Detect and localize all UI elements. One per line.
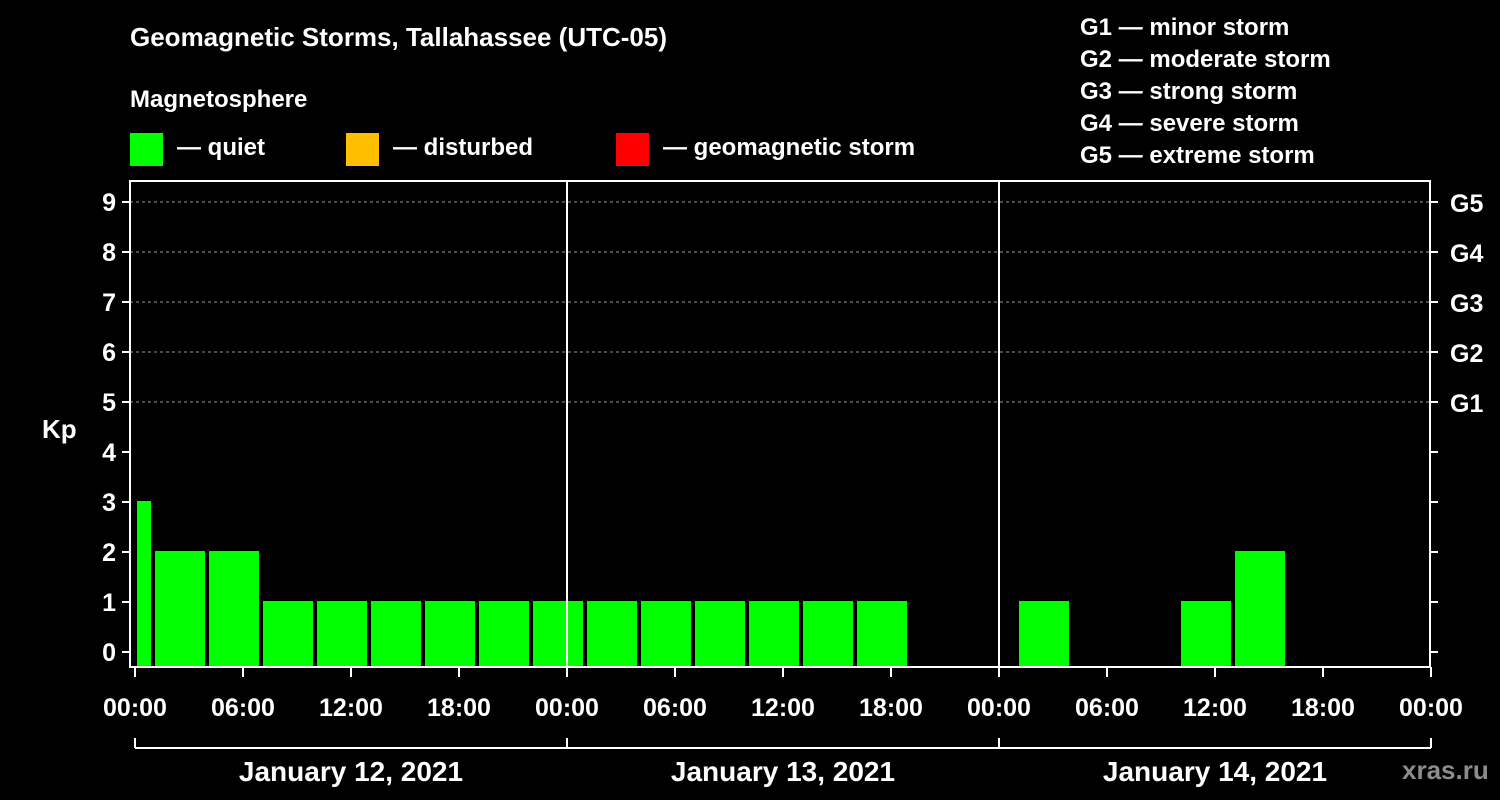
- g-level-5: G5 — extreme storm: [1080, 142, 1315, 169]
- x-tick-label-0: 00:00: [103, 694, 167, 722]
- bar-3: [263, 601, 313, 667]
- y-axis: 0 1 2 3 4 5 6 7 8 9: [102, 189, 130, 667]
- g-tick-label-G2: G2: [1450, 340, 1483, 368]
- bar-14: [857, 601, 907, 667]
- g-level-2: G2 — moderate storm: [1080, 46, 1331, 73]
- legend-swatch-quiet: [130, 133, 163, 166]
- x-axis: 00:00 06:00 12:00 18:00 00:00 06:00 12:00 18:00…: [103, 667, 1463, 722]
- bar-6: [425, 601, 475, 667]
- g-level-4: G4 — severe storm: [1080, 110, 1299, 137]
- day-label-1: January 13, 2021: [671, 756, 895, 787]
- legend-label-quiet: — quiet: [177, 134, 265, 161]
- bar-4: [317, 601, 367, 667]
- x-tick-label-6: 12:00: [751, 694, 815, 722]
- chart-title: Geomagnetic Storms, Tallahassee (UTC-05): [130, 22, 668, 52]
- g-tick-label-G3: G3: [1450, 290, 1483, 318]
- x-tick-label-2: 12:00: [319, 694, 383, 722]
- y-tick-label-5: 5: [102, 389, 116, 417]
- x-tick-label-8: 00:00: [967, 694, 1031, 722]
- legend-swatch-disturbed: [346, 133, 379, 166]
- x-tick-label-11: 18:00: [1291, 694, 1355, 722]
- legend-label-storm: — geomagnetic storm: [663, 134, 916, 161]
- watermark: xras.ru: [1402, 755, 1489, 785]
- x-tick-label-1: 06:00: [211, 694, 275, 722]
- bar-0: [137, 501, 151, 667]
- x-tick-label-12: 00:00: [1399, 694, 1463, 722]
- bar-1: [155, 551, 205, 667]
- y-tick-label-7: 7: [102, 289, 116, 317]
- g-level-1: G1 — minor storm: [1080, 14, 1290, 41]
- x-tick-label-4: 00:00: [535, 694, 599, 722]
- bar-5: [371, 601, 421, 667]
- grid-lines: [130, 201, 1430, 403]
- bar-9: [587, 601, 637, 667]
- bar-10: [641, 601, 691, 667]
- x-tick-label-5: 06:00: [643, 694, 707, 722]
- x-tick-label-7: 18:00: [859, 694, 923, 722]
- bar-8: [533, 601, 583, 667]
- x-tick-label-10: 12:00: [1183, 694, 1247, 722]
- plot-frame: [129, 180, 1431, 668]
- g-tick-label-G4: G4: [1450, 240, 1483, 268]
- y-axis-label: Kp: [42, 414, 77, 444]
- legend-swatch-storm: [616, 133, 649, 166]
- g-tick-label-G1: G1: [1450, 390, 1483, 418]
- plot-border: [129, 180, 1431, 668]
- day-axis: January 12, 2021 January 13, 2021 January …: [134, 738, 1432, 787]
- y-tick-label-6: 6: [102, 339, 116, 367]
- bar-17: [1019, 601, 1069, 667]
- bars: [137, 501, 1285, 667]
- g-tick-label-G5: G5: [1450, 190, 1483, 218]
- y-tick-label-1: 1: [102, 589, 116, 617]
- y-tick-label-4: 4: [102, 439, 116, 467]
- bar-21: [1235, 551, 1285, 667]
- legend-label-disturbed: — disturbed: [393, 134, 534, 161]
- bar-2: [209, 551, 259, 667]
- x-tick-label-9: 06:00: [1075, 694, 1139, 722]
- bar-12: [749, 601, 799, 667]
- y-tick-label-9: 9: [102, 189, 116, 217]
- g-level-3: G3 — strong storm: [1080, 78, 1298, 105]
- x-tick-label-3: 18:00: [427, 694, 491, 722]
- g-scale-axis: G1 G2 G3 G4 G5: [1430, 190, 1483, 653]
- legend-heading: Magnetosphere: [130, 86, 308, 113]
- bar-13: [803, 601, 853, 667]
- bar-11: [695, 601, 745, 667]
- day-label-2: January 14, 2021: [1103, 756, 1327, 787]
- y-tick-label-0: 0: [102, 639, 116, 667]
- y-tick-label-2: 2: [102, 539, 116, 567]
- bar-7: [479, 601, 529, 667]
- bar-20: [1181, 601, 1231, 667]
- y-tick-label-3: 3: [102, 489, 116, 517]
- y-tick-label-8: 8: [102, 239, 116, 267]
- day-label-0: January 12, 2021: [239, 756, 463, 787]
